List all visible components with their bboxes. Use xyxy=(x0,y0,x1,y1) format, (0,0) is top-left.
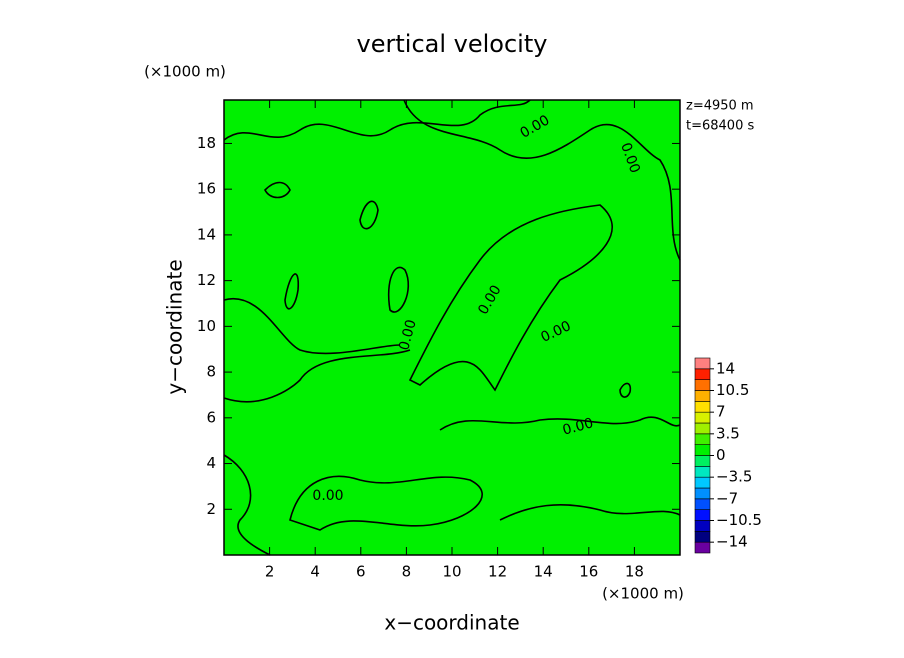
colorbar-swatch xyxy=(694,476,711,489)
x-tick-label: 10 xyxy=(442,563,461,581)
colorbar-swatch xyxy=(694,541,711,554)
field xyxy=(224,100,680,555)
colorbar-swatch xyxy=(694,433,711,445)
y-axis-title: y−coordinate xyxy=(163,259,187,394)
colorbar-tick-label: 3.5 xyxy=(716,424,740,442)
contour-line xyxy=(408,204,613,392)
colorbar-tick-label: −7 xyxy=(716,489,738,507)
x-tick-label: 8 xyxy=(402,563,412,581)
colorbar-tick-label: 14 xyxy=(716,359,735,377)
colorbar-swatch xyxy=(694,498,711,510)
colorbar-swatch xyxy=(694,531,711,543)
contour-line xyxy=(619,382,632,398)
x-tick-label: 18 xyxy=(625,563,644,581)
x-tick-label: 16 xyxy=(579,563,598,581)
x-tick-label: 12 xyxy=(488,563,507,581)
contour-label: 0.00 xyxy=(312,488,343,504)
contour-line xyxy=(264,181,291,199)
x-tick-label: 4 xyxy=(310,563,320,581)
y-tick-label: 16 xyxy=(197,180,216,198)
y-tick-label: 10 xyxy=(197,317,216,335)
colorbar-swatch xyxy=(694,487,711,500)
y-tick-label: 12 xyxy=(197,271,216,289)
x-axis-title: x−coordinate xyxy=(384,611,519,635)
y-unit: (×1000 m) xyxy=(144,63,226,81)
x-tick-label: 6 xyxy=(356,563,366,581)
contour-line xyxy=(403,99,681,261)
contour-line xyxy=(223,454,271,556)
contour-line xyxy=(439,416,681,431)
colorbar-tick-label: −10.5 xyxy=(716,511,762,529)
colorbar-swatch xyxy=(694,357,711,370)
contour-line xyxy=(499,504,681,521)
colorbar-swatch xyxy=(694,466,711,478)
contour-line xyxy=(284,273,300,310)
colorbar-tick-label: −14 xyxy=(716,533,748,551)
contour-line xyxy=(387,266,410,313)
colorbar-tick-label: 0 xyxy=(716,446,726,464)
contour-line xyxy=(223,349,411,403)
annotation: z=4950 m xyxy=(686,99,754,114)
contour-line xyxy=(223,99,531,141)
y-tick-label: 4 xyxy=(206,454,216,472)
colorbar-swatch xyxy=(694,422,711,435)
colorbar-swatch xyxy=(694,411,711,424)
contour-label: 0.00 xyxy=(396,318,420,352)
colorbar-swatch xyxy=(694,390,711,402)
contour-line xyxy=(359,200,379,230)
colorbar-swatch xyxy=(694,509,711,521)
colorbar-swatch xyxy=(694,401,711,413)
colorbar-swatch xyxy=(694,379,711,391)
colorbar-swatch xyxy=(694,520,711,532)
y-tick-label: 6 xyxy=(206,408,216,426)
y-tick-label: 18 xyxy=(197,134,216,152)
annotation: t=68400 s xyxy=(686,119,754,134)
colorbar-swatch xyxy=(694,455,711,467)
colorbar-swatch xyxy=(694,444,711,456)
y-tick-label: 14 xyxy=(197,225,216,243)
y-tick-label: 2 xyxy=(206,500,216,518)
colorbar-tick-label: −3.5 xyxy=(716,468,752,486)
contour-line xyxy=(223,297,401,355)
colorbar-tick-label: 7 xyxy=(716,403,726,421)
y-tick-label: 8 xyxy=(206,363,216,381)
chart-title: vertical velocity xyxy=(357,30,548,58)
colorbar-swatch xyxy=(694,368,711,380)
colorbar-tick-label: 10.5 xyxy=(716,381,749,399)
contour-line xyxy=(289,475,483,531)
x-tick-label: 2 xyxy=(265,563,275,581)
x-unit: (×1000 m) xyxy=(602,585,684,603)
x-tick-label: 14 xyxy=(534,563,553,581)
contour-label: 0.00 xyxy=(561,415,595,439)
